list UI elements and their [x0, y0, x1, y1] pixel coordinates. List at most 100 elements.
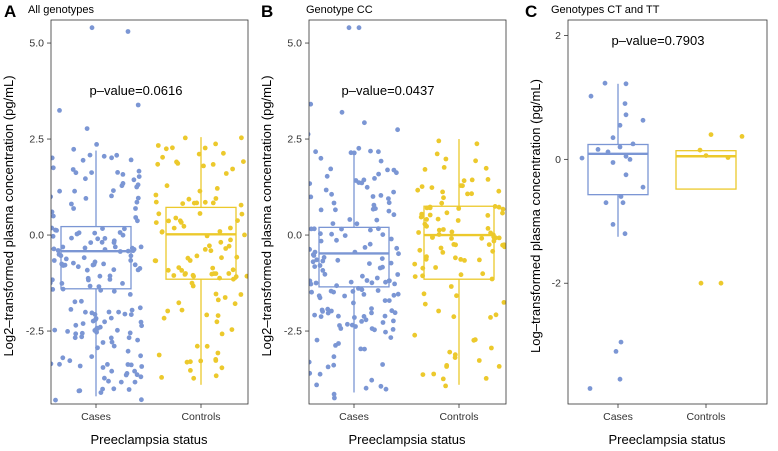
- data-point: [415, 187, 421, 193]
- data-point: [69, 235, 74, 241]
- data-point: [309, 194, 314, 200]
- data-point: [54, 228, 59, 233]
- data-point: [331, 391, 337, 397]
- data-point: [102, 375, 107, 381]
- data-point: [485, 226, 491, 231]
- y-tick-label: 0.0: [29, 230, 44, 242]
- data-point: [213, 373, 219, 379]
- data-point: [210, 200, 216, 206]
- data-point: [155, 143, 161, 148]
- data-point: [202, 247, 208, 252]
- data-point: [640, 117, 646, 123]
- data-point: [477, 257, 482, 263]
- data-point: [75, 264, 81, 270]
- data-point: [190, 272, 196, 278]
- data-point: [438, 245, 444, 251]
- data-point: [73, 170, 79, 176]
- data-point: [320, 309, 325, 314]
- data-point: [329, 191, 334, 197]
- data-point: [234, 254, 240, 260]
- data-point: [312, 312, 317, 318]
- data-point: [111, 343, 117, 349]
- data-point: [318, 238, 324, 244]
- data-point: [138, 244, 144, 250]
- box-cases: [60, 150, 132, 397]
- data-point: [309, 359, 312, 365]
- data-point: [214, 319, 220, 325]
- data-point: [173, 215, 179, 221]
- data-point: [156, 352, 162, 358]
- data-point: [479, 235, 485, 241]
- data-point: [111, 240, 117, 246]
- data-point: [386, 208, 392, 214]
- data-point: [215, 297, 221, 303]
- data-point: [171, 273, 177, 278]
- panel-b-frame: [308, 19, 507, 405]
- data-point: [187, 258, 193, 263]
- data-point: [51, 361, 54, 367]
- data-point: [153, 192, 159, 198]
- x-tick-label: Controls: [181, 411, 220, 423]
- data-point: [129, 307, 135, 313]
- data-point: [156, 211, 162, 217]
- data-point: [456, 206, 462, 211]
- data-point: [139, 323, 145, 329]
- data-point: [388, 335, 394, 340]
- data-point: [317, 263, 323, 268]
- box-iqr: [675, 150, 737, 190]
- data-point: [321, 255, 327, 260]
- data-point: [378, 383, 384, 389]
- data-point: [95, 236, 101, 242]
- box-iqr: [165, 206, 237, 280]
- data-point: [84, 267, 90, 273]
- data-point: [120, 232, 126, 238]
- data-point: [376, 171, 381, 177]
- data-point: [51, 165, 56, 171]
- data-point: [106, 378, 111, 384]
- data-point: [202, 199, 208, 205]
- data-point: [391, 212, 397, 218]
- data-point: [116, 309, 121, 315]
- data-point: [435, 216, 441, 222]
- data-point: [132, 368, 138, 374]
- data-point: [440, 376, 446, 382]
- data-point: [424, 217, 429, 222]
- data-point: [454, 293, 459, 299]
- data-point: [82, 245, 88, 251]
- data-point: [80, 321, 86, 326]
- data-point: [128, 312, 134, 317]
- data-point: [194, 253, 200, 259]
- data-point: [77, 363, 83, 369]
- panel-title-a: All genotypes: [28, 4, 95, 16]
- data-point: [69, 201, 74, 207]
- x-tick-label: Controls: [686, 411, 725, 423]
- data-point: [109, 155, 114, 161]
- data-point: [708, 132, 714, 138]
- data-point: [613, 349, 619, 354]
- data-point: [718, 280, 724, 286]
- data-point: [427, 212, 433, 218]
- data-point: [476, 358, 482, 363]
- data-point: [87, 283, 93, 289]
- data-point: [436, 138, 442, 144]
- data-point: [376, 149, 381, 155]
- p-value-annotation-c: p–value=0.7903: [612, 33, 705, 48]
- data-point: [184, 359, 190, 365]
- data-point: [320, 258, 326, 264]
- data-point: [374, 275, 380, 281]
- data-point: [99, 239, 105, 245]
- data-point: [51, 280, 53, 286]
- data-point: [108, 335, 114, 341]
- data-point: [501, 300, 506, 305]
- data-point: [135, 102, 141, 108]
- data-point: [471, 337, 477, 343]
- data-point: [309, 246, 311, 252]
- data-point: [313, 280, 319, 286]
- data-point: [51, 287, 56, 292]
- data-point: [433, 265, 438, 270]
- data-point: [579, 155, 585, 161]
- data-point: [176, 265, 182, 270]
- data-point: [230, 166, 236, 172]
- data-point: [102, 236, 108, 241]
- data-point: [331, 362, 337, 368]
